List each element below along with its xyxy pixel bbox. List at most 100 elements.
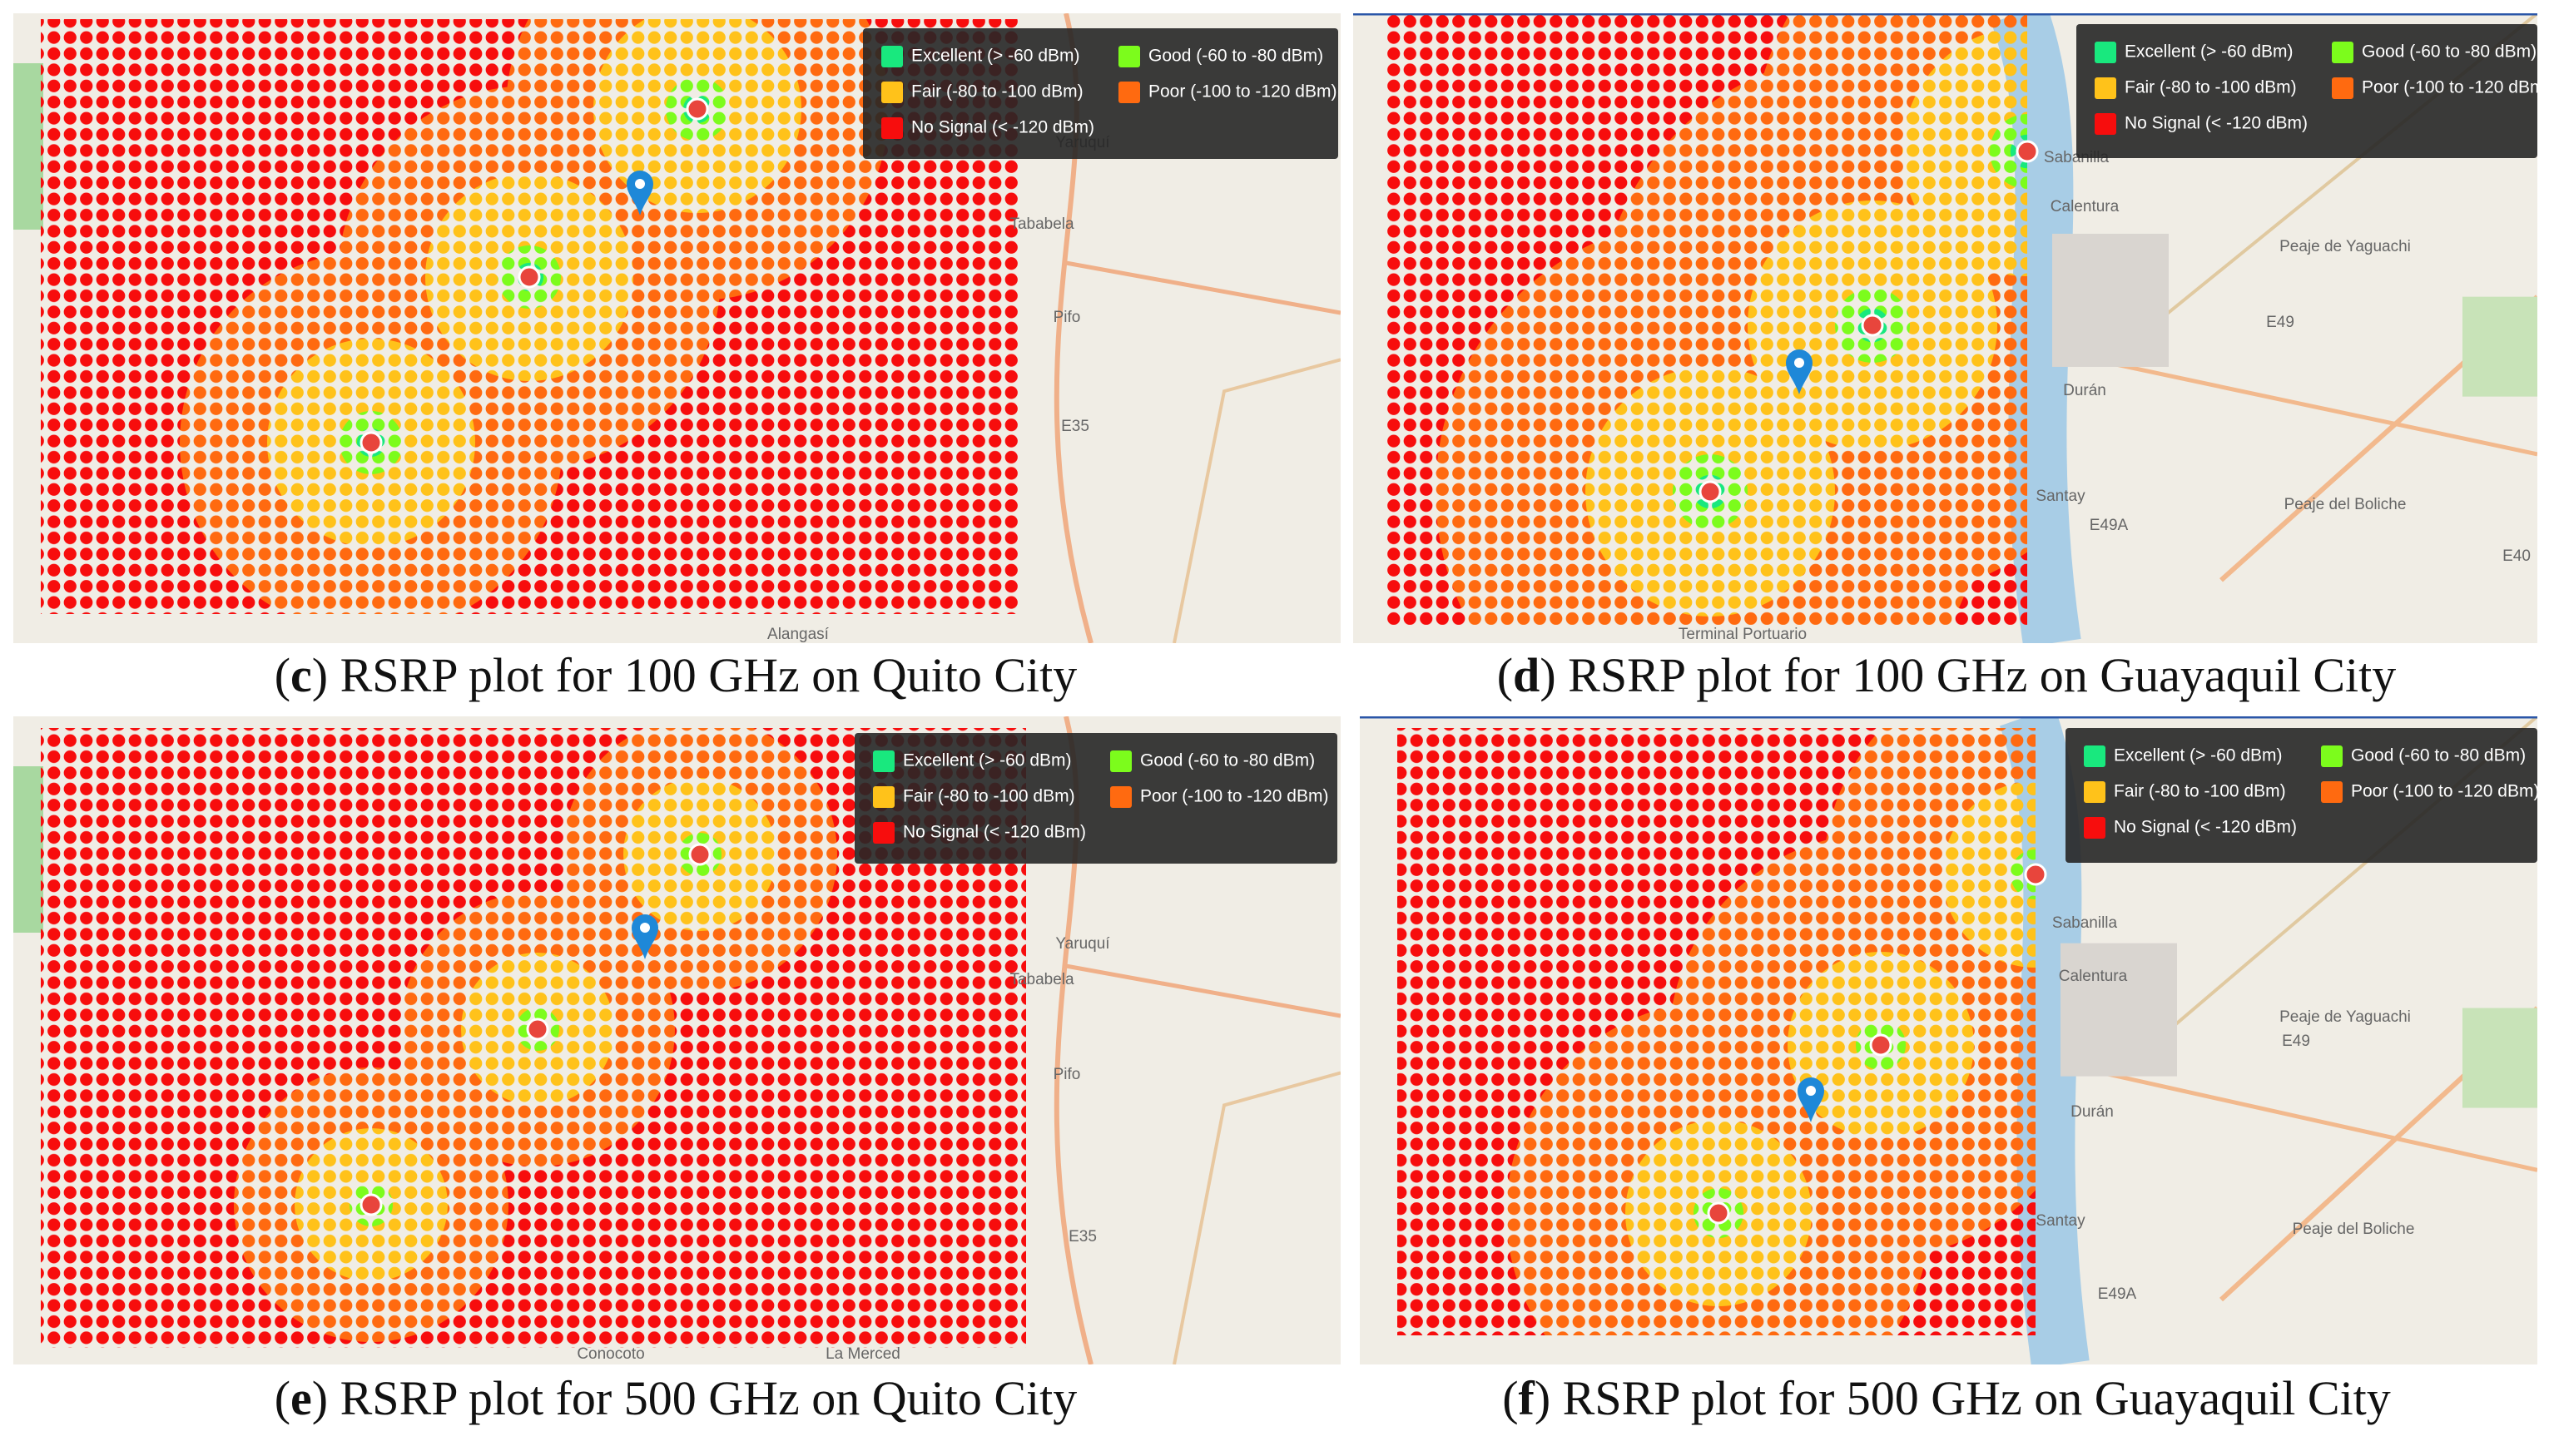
- location-pin: [1786, 349, 1813, 394]
- tower-marker: [360, 431, 383, 454]
- signal-zone: [2011, 849, 2036, 899]
- legend-label: No Signal (< -120 dBm): [2114, 818, 2297, 837]
- legend-label: Good (-60 to -80 dBm): [1148, 47, 1323, 66]
- caption-label: (c): [275, 648, 328, 702]
- caption-label-part: (: [1502, 1371, 1518, 1425]
- tower-marker: [686, 97, 709, 121]
- map-label: E40: [2502, 547, 2531, 565]
- caption-label-part: ): [312, 648, 328, 702]
- pin-dot: [1794, 358, 1804, 368]
- legend-label: Poor (-100 to -120 dBm): [2351, 782, 2539, 801]
- legend-label: Excellent (> -60 dBm): [2114, 746, 2283, 765]
- caption-label: (f): [1502, 1371, 1550, 1425]
- tower-marker: [360, 1193, 383, 1216]
- legend-swatch: [2321, 781, 2343, 803]
- map-label: Durán: [2070, 1103, 2114, 1121]
- legend-box: [863, 28, 1338, 159]
- map-label: Pifo: [1054, 1066, 1081, 1083]
- caption-label-part: (: [275, 1371, 290, 1425]
- tower-marker: [1861, 314, 1884, 337]
- legend-swatch: [881, 117, 903, 139]
- pin-dot: [640, 923, 650, 933]
- legend-label: No Signal (< -120 dBm): [903, 823, 1086, 842]
- map-label: Calentura: [2059, 968, 2128, 985]
- tower-marker: [1699, 480, 1722, 503]
- legend: Excellent (> -60 dBm) Good (-60 to -80 dB…: [863, 28, 1338, 159]
- caption-label: (d): [1497, 648, 1556, 702]
- map-view: Durán Sabanilla Calentura Peaje de Yaguachi…: [1360, 716, 2539, 1364]
- map-panel: YaruquíTababelaPifoE35AlangasíExcellent …: [13, 13, 1341, 643]
- legend: Excellent (> -60 dBm) Good (-60 to -80 dB…: [2066, 728, 2539, 863]
- map-label: Pifo: [1054, 309, 1081, 326]
- park: [13, 63, 43, 230]
- caption: (f) RSRP plot for 500 GHz on Guayaquil C…: [1502, 1371, 2391, 1425]
- signal-zone: [1942, 781, 2036, 968]
- legend-swatch: [2084, 781, 2105, 803]
- caption-text: RSRP plot for 500 GHz on Guayaquil City: [1550, 1371, 2391, 1425]
- tower-marker: [1707, 1201, 1730, 1225]
- legend-label: Good (-60 to -80 dBm): [2351, 746, 2526, 765]
- caption-label-part: (: [1497, 648, 1513, 702]
- pin-dot: [1806, 1086, 1816, 1096]
- legend-swatch: [2321, 745, 2343, 767]
- legend-label: Fair (-80 to -100 dBm): [911, 82, 1084, 102]
- heatmap: [1387, 13, 2027, 625]
- legend-swatch: [873, 750, 895, 772]
- location-pin: [627, 171, 653, 215]
- map-panel: Durán Sabanilla Calentura Peaje de Yaguachi…: [1360, 716, 2539, 1364]
- location-pin: [632, 914, 658, 959]
- legend-swatch: [2084, 817, 2105, 839]
- caption-label-part: d: [1513, 648, 1540, 702]
- caption-label: (e): [275, 1371, 328, 1425]
- map-label: Durán: [2063, 382, 2106, 399]
- legend-swatch: [873, 822, 895, 844]
- road: [1173, 1071, 1341, 1364]
- legend-swatch: [2084, 745, 2105, 767]
- legend-swatch: [1110, 750, 1132, 772]
- legend-label: Good (-60 to -80 dBm): [2362, 42, 2537, 62]
- legend-box: [2066, 728, 2537, 863]
- tower-marker: [688, 843, 712, 866]
- map-label: E35: [1061, 418, 1089, 435]
- legend-label: Poor (-100 to -120 dBm): [1140, 787, 1328, 806]
- legend-box: [855, 733, 1337, 864]
- map-panel: Yaruquí Tababela Pifo E35 Conocoto La Merced E…: [13, 716, 1341, 1364]
- tower-marker: [2024, 863, 2047, 886]
- urban-area: [2052, 233, 2169, 367]
- caption: (c) RSRP plot for 100 GHz on Quito City: [275, 648, 1078, 702]
- legend-swatch: [881, 82, 903, 103]
- legend: Excellent (> -60 dBm) Good (-60 to -80 dB…: [855, 733, 1337, 864]
- park: [2462, 296, 2537, 397]
- caption: (d) RSRP plot for 100 GHz on Guayaquil C…: [1497, 648, 2397, 702]
- caption-text: RSRP plot for 100 GHz on Quito City: [328, 648, 1077, 702]
- map-label: E49A: [2098, 1285, 2137, 1303]
- caption-label-part: ): [312, 1371, 328, 1425]
- map-label: Peaje del Boliche: [2284, 496, 2407, 513]
- river: [1999, 716, 2090, 1364]
- legend-swatch: [1110, 786, 1132, 808]
- legend-label: Good (-60 to -80 dBm): [1140, 751, 1315, 770]
- caption-label-part: f: [1519, 1371, 1535, 1425]
- legend-label: Fair (-80 to -100 dBm): [2125, 78, 2297, 97]
- urban-area: [2061, 943, 2177, 1077]
- road: [2093, 357, 2537, 457]
- map-label: Santay: [2036, 1212, 2085, 1230]
- tower-marker: [526, 1018, 549, 1041]
- legend-box: [2076, 24, 2537, 158]
- map-label: E35: [1069, 1228, 1097, 1246]
- pin-dot: [635, 179, 645, 189]
- legend-swatch: [1118, 46, 1140, 67]
- map-view: YaruquíTababelaPifoE35AlangasíExcellent …: [13, 13, 1341, 643]
- tower-marker: [1869, 1033, 1892, 1057]
- map-label: La Merced: [826, 1345, 900, 1363]
- caption-label-part: e: [290, 1371, 312, 1425]
- legend-swatch: [2095, 42, 2116, 63]
- map-label: Terminal Portuario: [1679, 626, 1807, 643]
- legend-label: Poor (-100 to -120 dBm): [2362, 78, 2550, 97]
- legend-swatch: [2332, 77, 2353, 99]
- map-label: Tababela: [1009, 971, 1074, 988]
- legend-swatch: [873, 786, 895, 808]
- road: [1065, 260, 1341, 315]
